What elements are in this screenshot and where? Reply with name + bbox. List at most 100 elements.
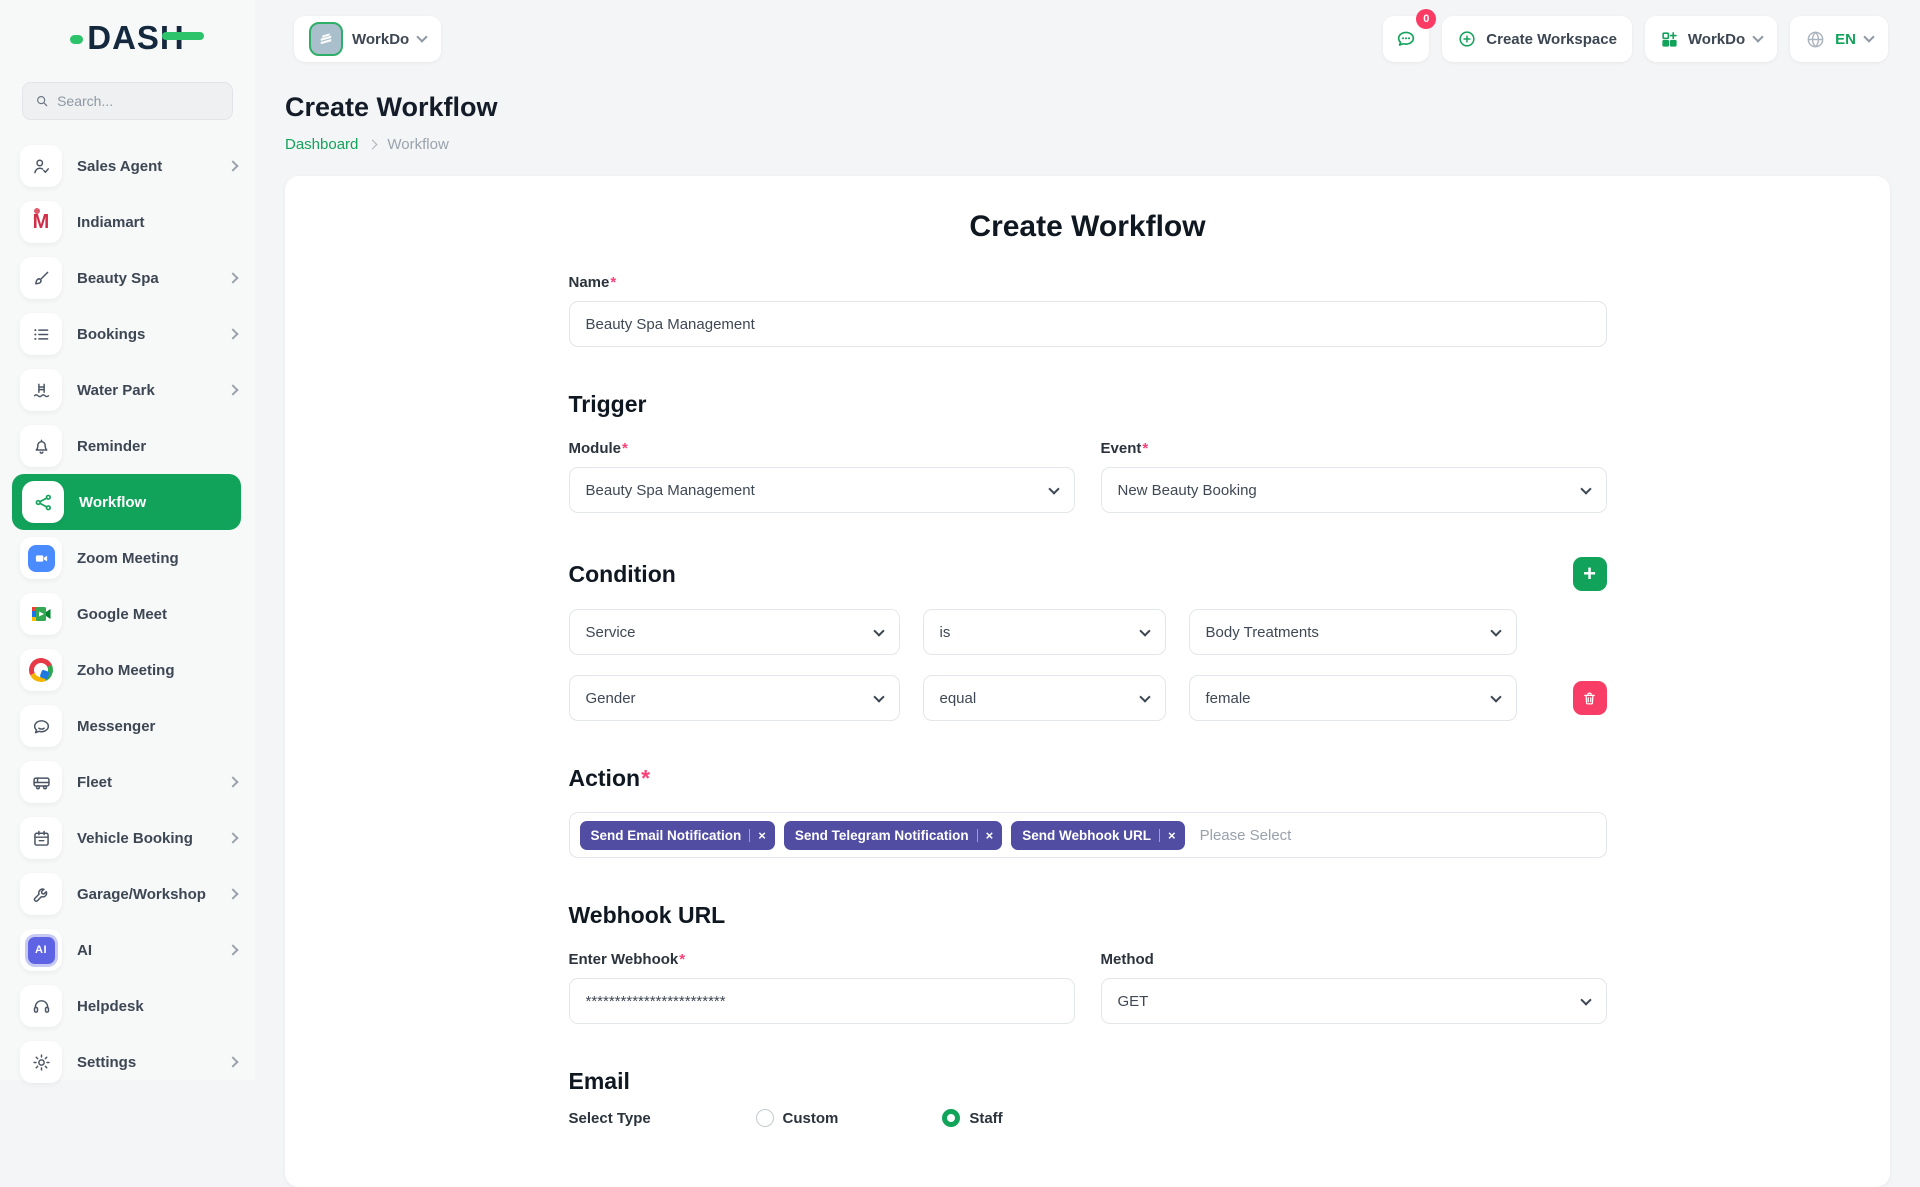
- zoom-icon: [20, 537, 62, 579]
- sidebar-item-bookings[interactable]: Bookings: [0, 306, 255, 362]
- messenger-icon: [20, 705, 62, 747]
- add-condition-button[interactable]: +: [1573, 557, 1607, 591]
- workspace-switcher[interactable]: WorkDo: [294, 16, 441, 62]
- workspace-label: WorkDo: [352, 31, 409, 48]
- chevron-down-icon: [873, 691, 884, 702]
- action-placeholder: Please Select: [1200, 827, 1292, 844]
- sidebar-item-zoom-meeting[interactable]: Zoom Meeting: [0, 530, 255, 586]
- condition-row: Gender equal female: [569, 675, 1607, 721]
- logo-dash-accent: [70, 35, 83, 44]
- method-select[interactable]: GET: [1101, 978, 1607, 1024]
- sidebar-item-google-meet[interactable]: Google Meet: [0, 586, 255, 642]
- headset-icon: [20, 985, 62, 1027]
- radio-selected-icon: [942, 1109, 960, 1127]
- sidebar-item-messenger[interactable]: Messenger: [0, 698, 255, 754]
- condition-value-select[interactable]: Body Treatments: [1189, 609, 1517, 655]
- sidebar-item-workflow[interactable]: Workflow: [12, 474, 241, 530]
- method-label: Method: [1101, 951, 1607, 968]
- condition-field-select[interactable]: Gender: [569, 675, 900, 721]
- sidebar-item-label: Helpdesk: [77, 998, 237, 1015]
- chevron-down-icon: [417, 31, 428, 42]
- event-select[interactable]: New Beauty Booking: [1101, 467, 1607, 513]
- app-menu-button[interactable]: WorkDo: [1645, 16, 1777, 62]
- app-menu-label: WorkDo: [1688, 31, 1745, 48]
- condition-field-select[interactable]: Service: [569, 609, 900, 655]
- event-label: Event*: [1101, 440, 1607, 457]
- language-selector[interactable]: EN: [1790, 16, 1888, 62]
- ai-chip-icon: AI: [20, 929, 62, 971]
- condition-operator-select[interactable]: equal: [923, 675, 1166, 721]
- messages-button[interactable]: 0: [1383, 16, 1429, 62]
- trigger-heading: Trigger: [569, 391, 1607, 418]
- name-input[interactable]: [569, 301, 1607, 347]
- condition-operator-select[interactable]: is: [923, 609, 1166, 655]
- sidebar-item-zoho-meeting[interactable]: Zoho Meeting: [0, 642, 255, 698]
- condition-value-value: female: [1206, 690, 1251, 707]
- condition-value-select[interactable]: female: [1189, 675, 1517, 721]
- sidebar-search[interactable]: [22, 82, 233, 120]
- calendar-icon: [20, 817, 62, 859]
- sidebar-item-vehicle-booking[interactable]: Vehicle Booking: [0, 810, 255, 866]
- breadcrumb: Dashboard Workflow: [285, 136, 1890, 153]
- chevron-right-icon: [227, 272, 238, 283]
- chevron-down-icon: [1048, 483, 1059, 494]
- sidebar-item-label: Indiamart: [77, 214, 237, 231]
- sidebar-item-label: Bookings: [77, 326, 214, 343]
- sidebar-item-water-park[interactable]: Water Park: [0, 362, 255, 418]
- chevron-right-icon: [227, 384, 238, 395]
- logo-text: DASH: [87, 21, 185, 54]
- remove-tag-icon[interactable]: ×: [1159, 829, 1176, 842]
- breadcrumb-dashboard-link[interactable]: Dashboard: [285, 136, 358, 153]
- condition-field-value: Gender: [586, 690, 636, 707]
- sidebar-item-ai[interactable]: AI AI: [0, 922, 255, 978]
- sidebar-item-helpdesk[interactable]: Helpdesk: [0, 978, 255, 1034]
- chevron-right-icon: [227, 1056, 238, 1067]
- webhook-heading: Webhook URL: [569, 902, 1607, 929]
- zoho-icon: [20, 649, 62, 691]
- breadcrumb-separator-icon: [368, 140, 378, 150]
- action-multiselect[interactable]: Send Email Notification× Send Telegram N…: [569, 812, 1607, 858]
- sidebar-item-beauty-spa[interactable]: Beauty Spa: [0, 250, 255, 306]
- create-workspace-button[interactable]: Create Workspace: [1442, 16, 1632, 62]
- wrench-icon: [20, 873, 62, 915]
- sidebar-item-settings[interactable]: Settings: [0, 1034, 255, 1090]
- chevron-down-icon: [1490, 625, 1501, 636]
- sidebar-item-label: Reminder: [77, 438, 237, 455]
- radio-option-staff[interactable]: Staff: [942, 1109, 1002, 1127]
- sidebar-item-label: Garage/Workshop: [77, 886, 214, 903]
- chevron-right-icon: [227, 832, 238, 843]
- remove-tag-icon[interactable]: ×: [977, 829, 994, 842]
- module-label: Module*: [569, 440, 1075, 457]
- module-select[interactable]: Beauty Spa Management: [569, 467, 1075, 513]
- main-content: Create Workflow Dashboard Workflow Creat…: [255, 78, 1920, 1080]
- chevron-right-icon: [227, 776, 238, 787]
- sidebar-item-label: Vehicle Booking: [77, 830, 214, 847]
- event-select-value: New Beauty Booking: [1118, 482, 1257, 499]
- action-heading: Action*: [569, 765, 1607, 792]
- dash-logo: DASH: [0, 0, 255, 74]
- sidebar-item-sales-agent[interactable]: Sales Agent: [0, 138, 255, 194]
- form-title: Create Workflow: [569, 210, 1607, 244]
- name-label: Name*: [569, 274, 1607, 291]
- condition-operator-value: is: [940, 624, 951, 641]
- sidebar-item-label: Water Park: [77, 382, 214, 399]
- chevron-right-icon: [227, 328, 238, 339]
- sidebar-item-fleet[interactable]: Fleet: [0, 754, 255, 810]
- radio-option-custom[interactable]: Custom: [756, 1109, 839, 1127]
- delete-condition-button[interactable]: [1573, 681, 1607, 715]
- remove-tag-icon[interactable]: ×: [749, 829, 766, 842]
- sidebar-item-label: Settings: [77, 1054, 214, 1071]
- waterpark-icon: [20, 369, 62, 411]
- sidebar-item-reminder[interactable]: Reminder: [0, 418, 255, 474]
- trash-icon: [1582, 691, 1597, 706]
- action-tag: Send Telegram Notification×: [784, 821, 1002, 850]
- select-type-label: Select Type: [569, 1110, 756, 1127]
- workflow-icon: [22, 481, 64, 523]
- sidebar-item-garage-workshop[interactable]: Garage/Workshop: [0, 866, 255, 922]
- list-icon: [20, 313, 62, 355]
- search-input[interactable]: [57, 93, 220, 109]
- globe-icon: [1805, 29, 1826, 50]
- webhook-url-input[interactable]: [569, 978, 1075, 1024]
- radio-label: Custom: [783, 1110, 839, 1127]
- sidebar-item-indiamart[interactable]: M Indiamart: [0, 194, 255, 250]
